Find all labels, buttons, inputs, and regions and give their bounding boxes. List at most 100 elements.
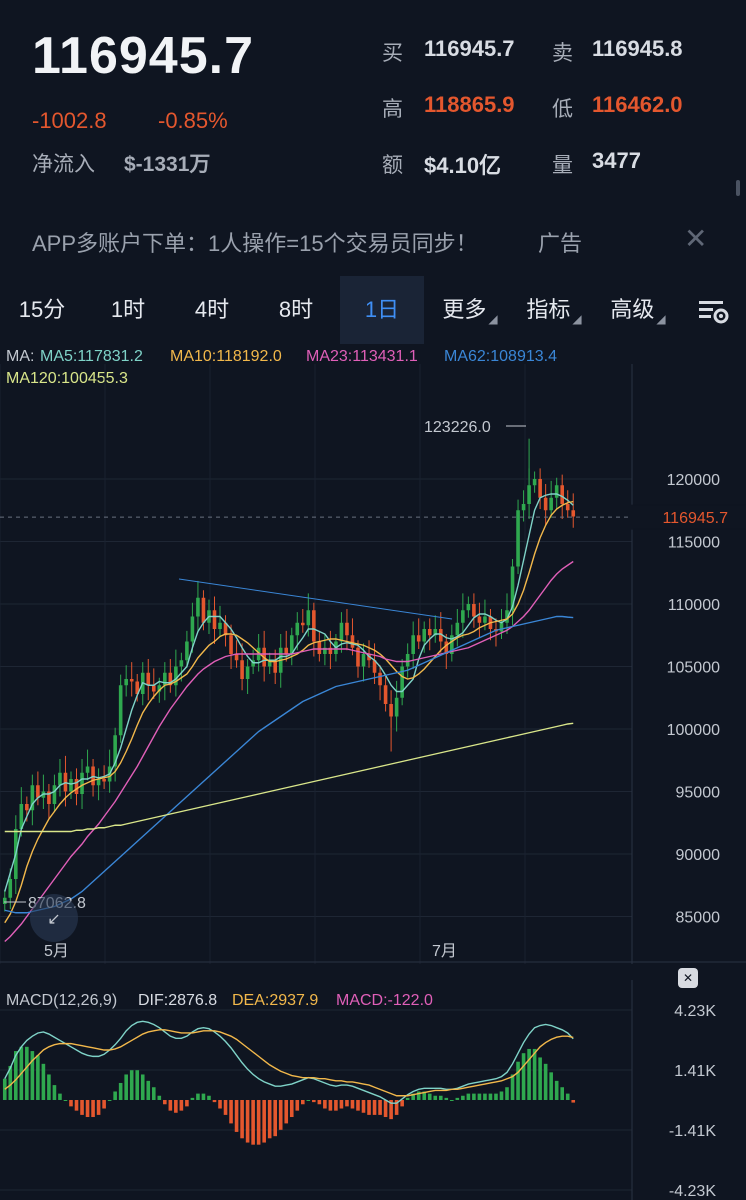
candle-body — [499, 622, 504, 632]
tab-label: 高级 — [610, 297, 655, 322]
macd-histogram-bar — [549, 1072, 553, 1100]
tab-more[interactable]: 更多 ◢ — [428, 276, 512, 344]
candle-body — [185, 641, 189, 661]
y-tick-label: 1.41K — [674, 1063, 716, 1080]
high-label: 高 — [382, 98, 403, 121]
candle-body — [378, 672, 382, 686]
candle-body — [383, 685, 388, 704]
dropdown-caret-icon: ◢ — [488, 312, 498, 326]
macd-histogram-bar — [223, 1100, 228, 1115]
tab-8h[interactable]: 8时 — [254, 276, 338, 344]
macd-histogram-bar — [102, 1100, 106, 1109]
y-tick-label: 120000 — [667, 472, 720, 489]
macd-histogram-bar — [488, 1093, 493, 1100]
macd-histogram-bar — [543, 1063, 548, 1100]
macd-histogram-bar — [113, 1091, 117, 1100]
macd-histogram-bar — [560, 1087, 565, 1100]
candle-body — [52, 785, 57, 804]
high-value: 118865.9 — [424, 92, 515, 117]
candle-body — [543, 497, 548, 511]
y-tick-label: 110000 — [668, 597, 720, 614]
y-tick-label: -4.23K — [669, 1183, 716, 1200]
ma62-legend: MA62:108913.4 — [444, 348, 557, 365]
macd-histogram-bar — [85, 1100, 90, 1118]
candle-body — [438, 629, 443, 642]
candle-body — [422, 629, 427, 642]
collapse-indicator-button[interactable]: ✕ — [678, 968, 698, 988]
candle-body — [273, 660, 278, 673]
candle-body — [218, 622, 222, 629]
candle-body — [472, 604, 476, 617]
macd-histogram-bar — [267, 1100, 272, 1139]
candle-body — [416, 635, 421, 642]
candle-body — [85, 766, 90, 773]
candle-body — [47, 791, 51, 804]
macd-histogram-bar — [36, 1055, 40, 1100]
tab-indicators[interactable]: 指标 ◢ — [512, 276, 596, 344]
macd-histogram-bar — [58, 1093, 62, 1100]
macd-histogram-bar — [477, 1093, 482, 1100]
macd-legend-dif: DIF:2876.8 — [138, 992, 218, 1009]
candle-body — [58, 772, 62, 786]
candle-body — [267, 660, 272, 667]
macd-histogram-bar — [30, 1051, 35, 1100]
macd-histogram-bar — [565, 1093, 570, 1100]
tab-label: 1日 — [364, 297, 400, 322]
macd-chart[interactable]: 4.23K 1.41K -1.41K -4.23K — [0, 980, 746, 1200]
candle-body — [157, 685, 162, 692]
candle-body — [240, 660, 244, 679]
macd-histogram-bar — [345, 1100, 349, 1107]
candle-body — [8, 879, 13, 898]
tab-1h[interactable]: 1时 — [86, 276, 170, 344]
macd-histogram-bar — [52, 1085, 57, 1100]
reset-view-icon — [30, 894, 78, 942]
tab-advanced[interactable]: 高级 ◢ — [596, 276, 680, 344]
candlestick-chart[interactable]: 123226.087062.8116945.7↙ 120000115000110… — [0, 344, 746, 964]
macd-histogram-bar — [245, 1100, 250, 1143]
tab-1d[interactable]: 1日 — [340, 276, 424, 344]
macd-histogram-bar — [400, 1100, 404, 1107]
candle-body — [361, 654, 366, 667]
tab-15m[interactable]: 15分 — [0, 276, 84, 344]
sell-label: 卖 — [552, 42, 573, 65]
candle-body — [394, 697, 399, 717]
candle-body — [565, 504, 570, 511]
candle-body — [229, 635, 233, 654]
ad-banner-text[interactable]: APP多账户下单：1人操作=15个交易员同步！ — [32, 231, 478, 256]
y-tick-label: 105000 — [667, 660, 720, 677]
tab-label: 更多 — [442, 297, 487, 322]
tab-4h[interactable]: 4时 — [170, 276, 254, 344]
macd-histogram-bar — [273, 1100, 278, 1137]
macd-histogram-bar — [240, 1100, 244, 1139]
chart-settings-icon[interactable] — [686, 276, 742, 344]
y-tick-label: 4.23K — [674, 1003, 716, 1020]
trend-line — [178, 578, 453, 620]
macd-histogram-bar — [312, 1100, 316, 1103]
volume-label: 量 — [552, 154, 573, 177]
macd-histogram-bar — [339, 1100, 344, 1109]
macd-histogram-bar — [25, 1046, 29, 1100]
y-tick-label: 85000 — [676, 910, 721, 927]
macd-histogram-bar — [538, 1057, 542, 1100]
macd-histogram-bar — [91, 1100, 95, 1118]
macd-histogram-bar — [472, 1093, 476, 1100]
macd-histogram-bar — [179, 1100, 184, 1111]
candle-body — [521, 504, 526, 511]
macd-histogram-bar — [499, 1091, 504, 1100]
macd-histogram-bar — [438, 1095, 443, 1100]
macd-histogram-bar — [196, 1093, 200, 1100]
ma23-line — [4, 560, 574, 943]
macd-histogram-bar — [367, 1100, 371, 1115]
candle-body — [527, 485, 531, 504]
candle-body — [146, 672, 151, 686]
candle-body — [113, 735, 117, 767]
candle-body — [450, 635, 454, 654]
macd-histogram-bar — [8, 1065, 13, 1100]
macd-histogram-bar — [416, 1091, 421, 1100]
macd-histogram-bar — [532, 1048, 537, 1100]
close-icon[interactable]: ✕ — [684, 223, 708, 254]
scrollbar[interactable] — [736, 180, 740, 196]
candle-body — [323, 647, 327, 654]
candle-body — [532, 479, 537, 486]
macd-histogram-bar — [74, 1100, 79, 1111]
